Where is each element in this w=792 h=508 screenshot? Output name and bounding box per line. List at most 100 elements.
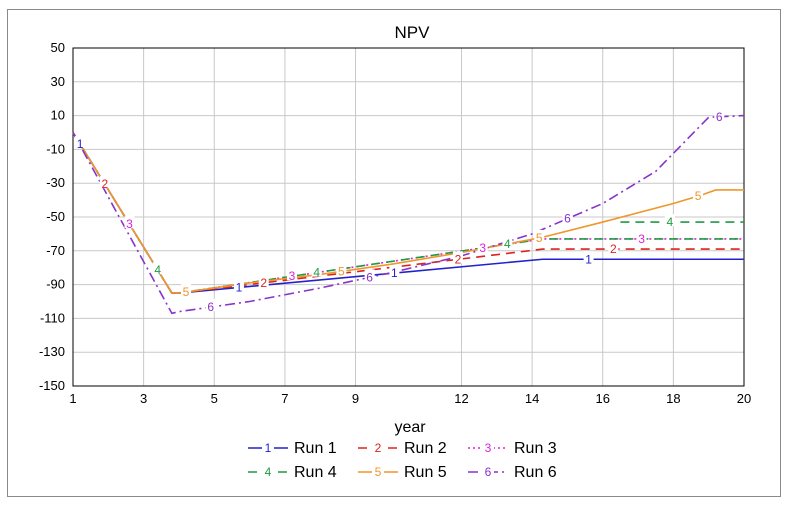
legend-item-4: 4 Run 4 — [248, 464, 337, 481]
series-marker-1: 1 — [236, 280, 243, 294]
series-marker-1: 1 — [585, 252, 592, 266]
series-marker-bg — [258, 274, 269, 287]
series-marker-bg — [336, 263, 347, 276]
legend-label: Run 3 — [514, 440, 557, 457]
series-marker-bg — [477, 239, 488, 252]
series-marker-bg — [152, 262, 163, 275]
plot-border — [72, 47, 745, 387]
x-tick-label: 3 — [140, 391, 147, 406]
series-marker-5: 5 — [183, 285, 190, 299]
series-marker-bg — [364, 269, 375, 282]
legend-marker-bg — [482, 440, 494, 454]
y-tick-label: -70 — [46, 243, 65, 258]
series-marker-3: 3 — [126, 217, 133, 231]
x-tick-label: 7 — [281, 391, 288, 406]
legend-marker-bg — [262, 464, 274, 478]
series-marker-bg — [693, 188, 704, 201]
series-marker-bg — [75, 135, 86, 148]
legend-item-6: 6 Run 6 — [468, 464, 557, 481]
x-tick-label: 14 — [525, 391, 539, 406]
legend-item-2: 2 Run 2 — [358, 440, 447, 457]
series-marker-4: 4 — [313, 266, 320, 280]
y-tick-label: -10 — [46, 141, 65, 156]
series-marker-1: 1 — [391, 266, 398, 280]
legend-label: Run 5 — [404, 464, 447, 481]
legend-label: Run 2 — [404, 440, 447, 457]
legend-marker-bg — [482, 464, 494, 478]
y-tick-label: 30 — [51, 74, 65, 89]
series-marker-bg — [99, 176, 110, 189]
x-tick-label: 12 — [454, 391, 468, 406]
legend: 1 Run 1 2 Run 2 3 Run 3 4 Run 4 5 Run 5 6 Run 6 — [248, 440, 557, 481]
legend-label: Run 4 — [294, 464, 337, 481]
legend-marker: 6 — [485, 465, 492, 479]
legend-label: Run 1 — [294, 440, 337, 457]
series-marker-1: 1 — [77, 137, 84, 151]
series-marker-bg — [636, 230, 647, 243]
series-marker-bg — [583, 251, 594, 264]
x-tick-label: 18 — [666, 391, 680, 406]
series-marker-4: 4 — [504, 237, 511, 251]
series-marker-5: 5 — [695, 189, 702, 203]
x-tick-label: 9 — [352, 391, 359, 406]
legend-marker: 1 — [265, 441, 272, 455]
series-marker-6: 6 — [716, 110, 723, 124]
y-axis-ticks: 50 30 10 -10 -30 -50 -70 -90 -110 -130 -150 — [39, 40, 65, 393]
y-tick-label: -150 — [39, 378, 65, 393]
x-axis-label: year — [394, 419, 426, 436]
series-marker-6: 6 — [564, 212, 571, 226]
legend-marker-bg — [372, 464, 384, 478]
series-marker-4: 4 — [154, 263, 161, 277]
y-tick-label: -110 — [40, 310, 65, 325]
series-marker-6: 6 — [366, 270, 373, 284]
y-tick-label: -30 — [46, 175, 65, 190]
series-marker-bg — [664, 214, 675, 227]
series-marker-bg — [181, 284, 192, 297]
series-marker-bg — [286, 268, 297, 281]
legend-item-3: 3 Run 3 — [468, 440, 557, 457]
series-marker-2: 2 — [260, 276, 267, 290]
series-marker-5: 5 — [338, 264, 345, 278]
x-tick-label: 5 — [211, 391, 218, 406]
legend-marker: 4 — [265, 465, 272, 479]
series-marker-3: 3 — [289, 269, 296, 283]
series-marker-bg — [502, 236, 513, 249]
grid — [72, 47, 745, 387]
x-axis-ticks: 1 3 5 7 9 12 14 16 18 20 — [69, 391, 751, 406]
legend-marker-bg — [262, 440, 274, 454]
series-marker-6: 6 — [207, 300, 214, 314]
series-marker-bg — [124, 216, 135, 229]
legend-marker: 2 — [375, 441, 382, 455]
series-marker-2: 2 — [101, 177, 108, 191]
y-tick-label: 10 — [51, 108, 65, 123]
series-marker-bg — [389, 265, 400, 278]
series-marker-bg — [233, 279, 244, 292]
legend-item-5: 5 Run 5 — [358, 464, 447, 481]
series-marker-4: 4 — [666, 215, 673, 229]
x-tick-label: 1 — [69, 391, 76, 406]
series-marker-bg — [714, 108, 725, 121]
legend-item-1: 1 Run 1 — [248, 440, 337, 457]
series-marker-bg — [205, 299, 216, 312]
series-marker-bg — [534, 229, 545, 242]
legend-marker-bg — [372, 440, 384, 454]
series-marker-bg — [452, 251, 463, 264]
y-tick-label: -90 — [46, 277, 65, 292]
series-marker-2: 2 — [610, 242, 617, 256]
series-markers: 1 1 1 1 2 2 2 2 3 3 3 3 4 4 4 4 5 5 5 5 6 6 6 6 — [75, 108, 725, 314]
series-marker-3: 3 — [479, 241, 486, 255]
x-tick-label: 20 — [737, 391, 751, 406]
y-tick-label: 50 — [51, 40, 65, 55]
legend-marker: 5 — [375, 465, 382, 479]
series-marker-5: 5 — [536, 231, 543, 245]
chart-title: NPV — [395, 23, 431, 42]
series-lines — [72, 114, 745, 315]
series-marker-2: 2 — [455, 252, 462, 266]
y-tick-label: -50 — [46, 209, 65, 224]
series-marker-bg — [311, 264, 322, 277]
legend-label: Run 6 — [514, 464, 557, 481]
y-tick-label: -130 — [39, 344, 65, 359]
legend-marker: 3 — [485, 441, 492, 455]
series-marker-bg — [608, 241, 619, 254]
